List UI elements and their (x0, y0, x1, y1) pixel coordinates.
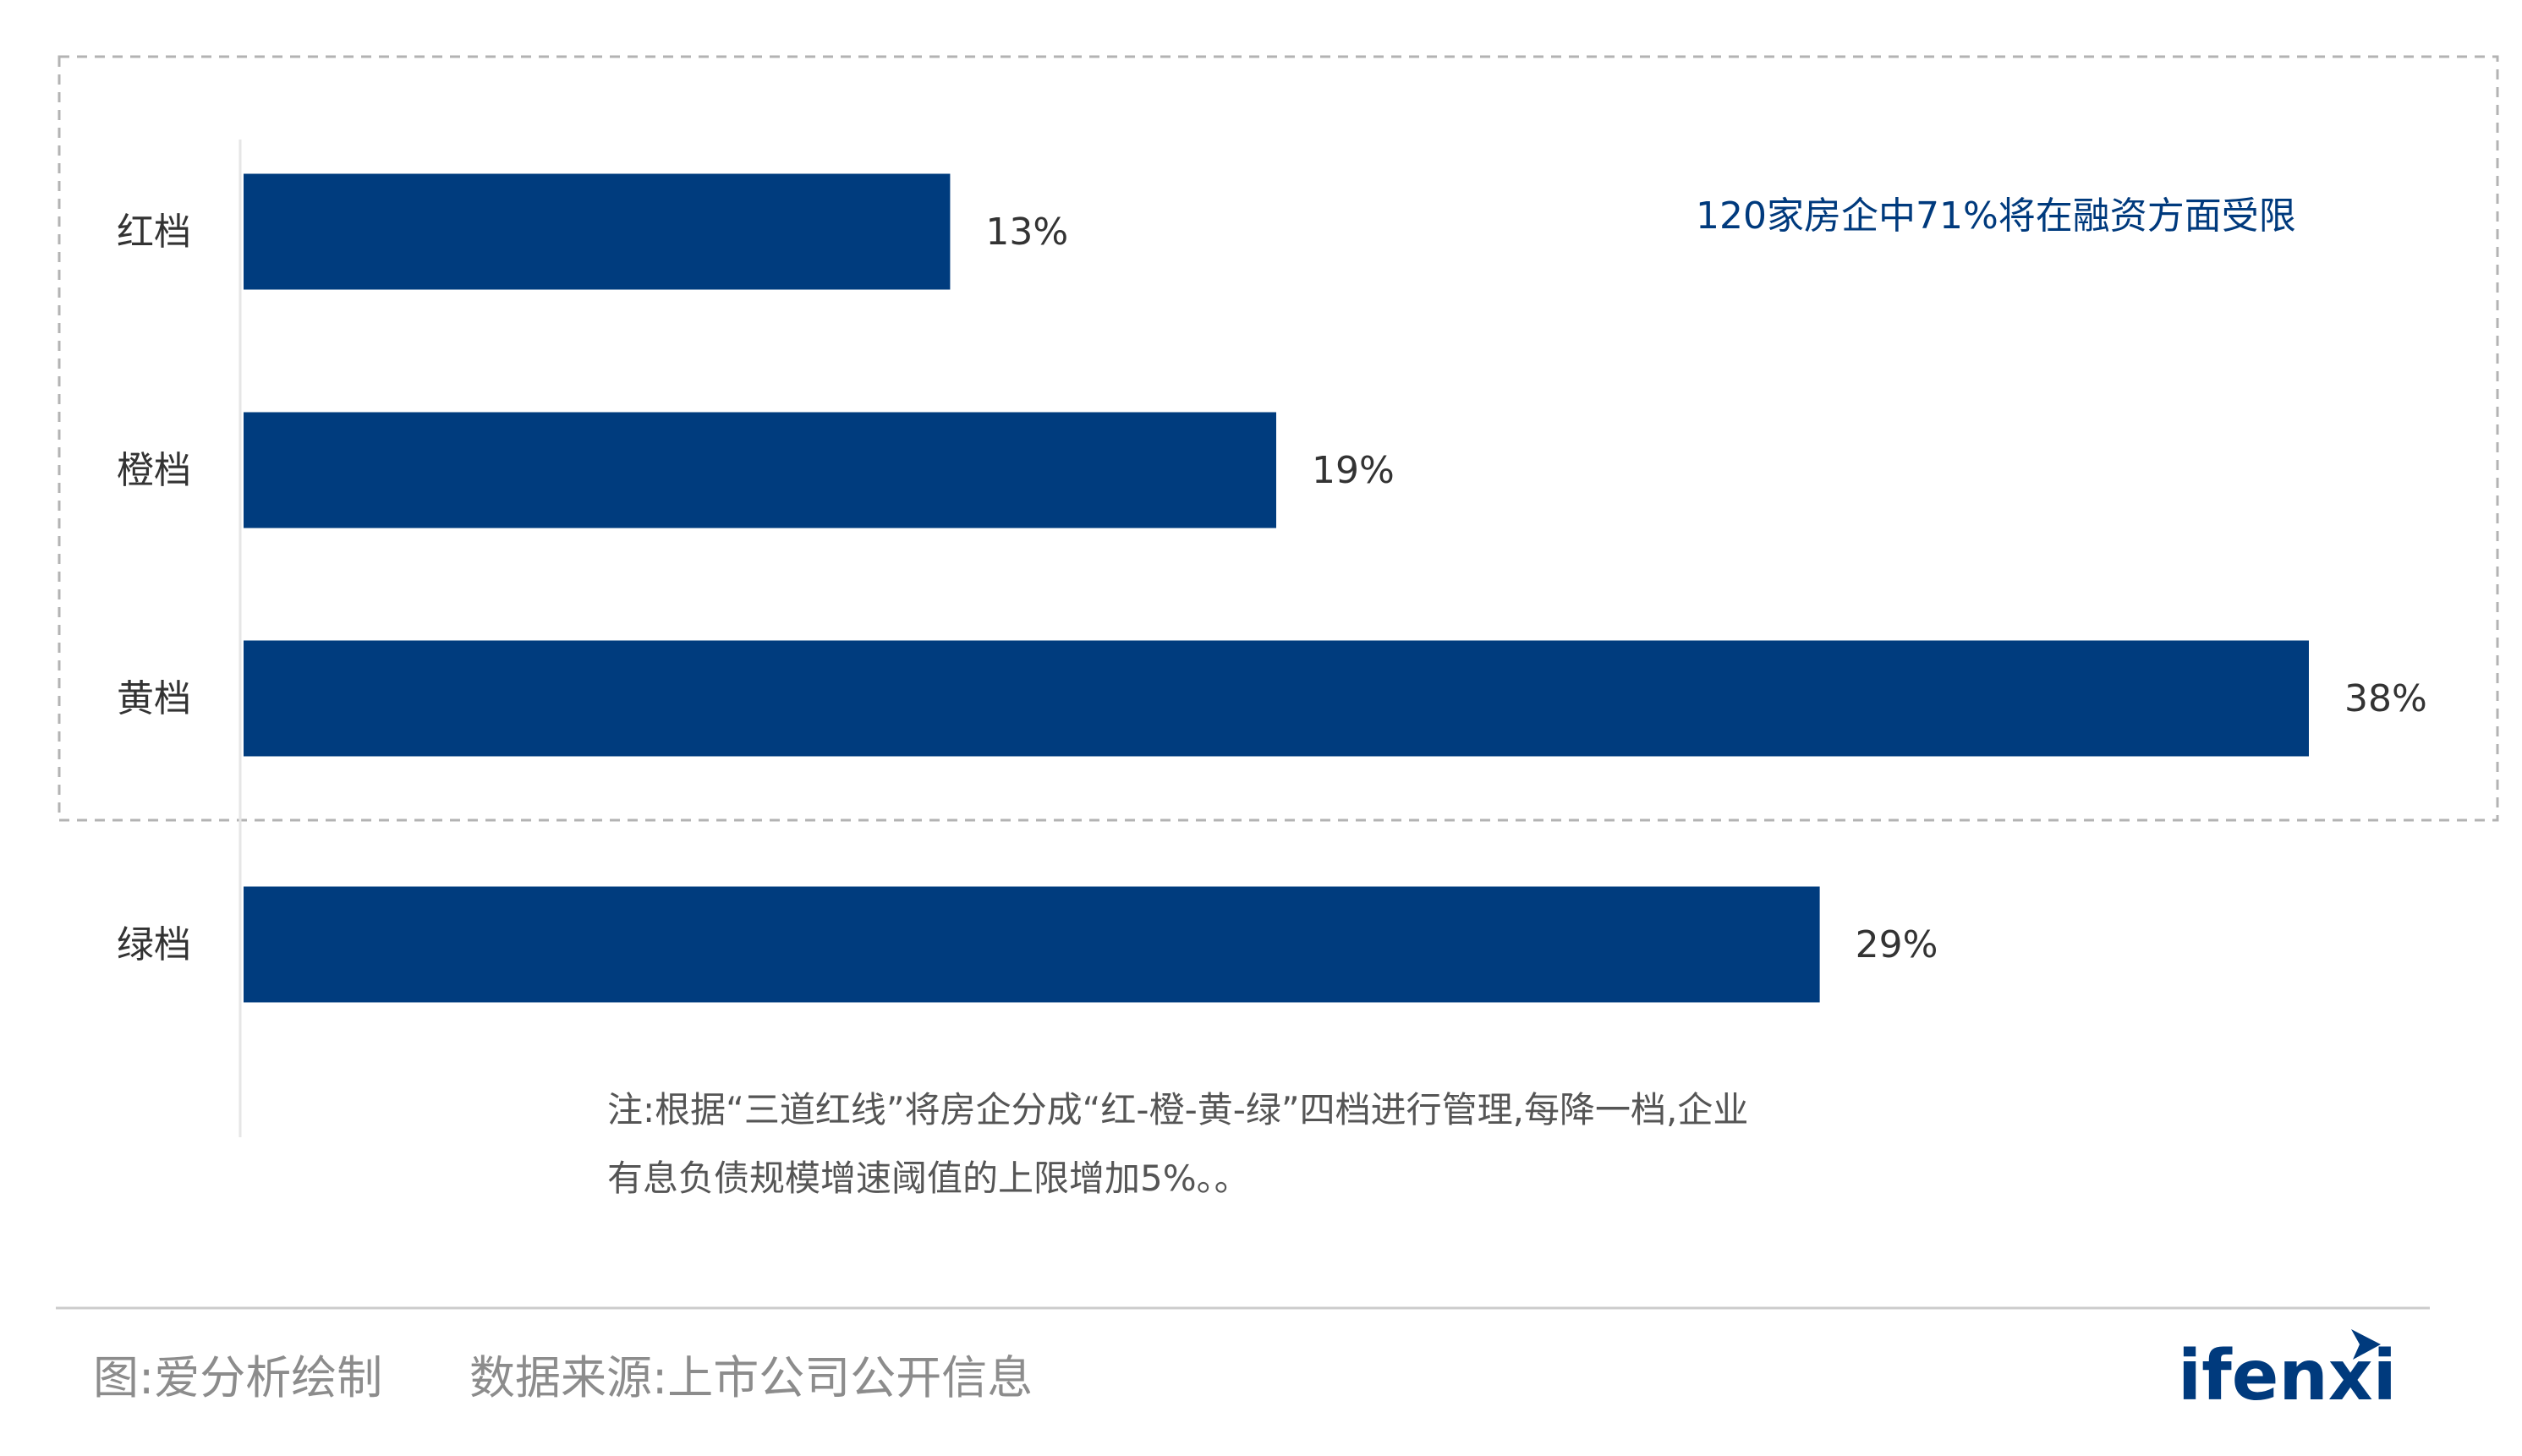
category-label-2: 橙档 (117, 449, 191, 492)
footer-source: 数据来源:上市公司公开信息 (469, 1351, 1033, 1404)
category-label-3: 黄档 (117, 677, 191, 720)
bar-4 (244, 886, 1820, 1003)
chart-note-line-2: 有息负债规模增速阈值的上限增加5%。。 (607, 1158, 1250, 1199)
category-label-1: 红档 (117, 211, 191, 254)
value-label-2: 19% (1312, 449, 1395, 492)
highlight-box (58, 55, 2499, 822)
bar-3 (244, 640, 2309, 757)
value-label-3: 38% (2344, 677, 2427, 720)
ifenxi-logo: ifenxi (2178, 1329, 2397, 1416)
callout-annotation: 120家房企中71%将在融资方面受限 (1696, 194, 2296, 238)
chart-note-line-1: 注:根据“三道红线”将房企分成“红-橙-黄-绿”四档进行管理,每降一档,企业 (607, 1089, 1748, 1130)
logo-arrow-icon (2351, 1329, 2381, 1360)
bar-2 (244, 412, 1276, 528)
footer-credit: 图:爱分析绘制 (93, 1351, 382, 1404)
value-label-1: 13% (985, 211, 1068, 254)
bars-layer: 红档 13% 橙档 19% 黄档 38% 绿档 29% (117, 173, 2427, 1003)
value-label-4: 29% (1856, 923, 1938, 966)
bar-1 (244, 173, 951, 290)
category-label-4: 绿档 (117, 923, 191, 966)
